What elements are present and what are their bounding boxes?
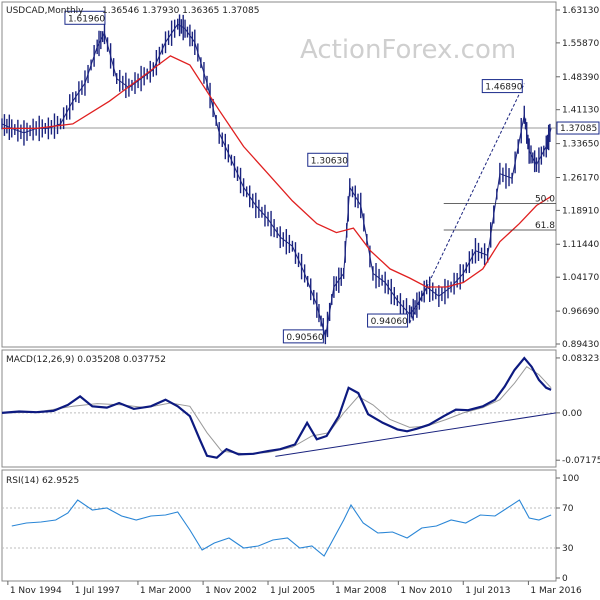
rsi-line — [11, 499, 552, 557]
moving-average-line — [2, 55, 552, 288]
fib-level-label: 61.8 — [535, 221, 555, 231]
price-ytick-label: 1.48390 — [562, 73, 599, 83]
price-series-line — [1, 23, 552, 338]
price-annotation-label: 0.90560 — [286, 333, 323, 343]
price-annotation-box — [307, 152, 349, 167]
xtick-label: 1 Mar 2000 — [140, 586, 192, 596]
price-ytick-label: 0.96690 — [562, 307, 599, 317]
rsi-title: RSI(14) 62.9525 — [6, 476, 79, 486]
price-ytick-label: 1.63130 — [562, 6, 599, 16]
xtick-label: 1 Jul 2013 — [465, 586, 510, 596]
price-annotation-label: 1.46890 — [485, 83, 522, 93]
price-ytick-label: 1.11440 — [562, 240, 599, 250]
price-ytick-label: 1.33650 — [562, 140, 599, 150]
rsi-ytick-label: 30 — [562, 544, 574, 554]
xtick-label: 1 Jul 2005 — [270, 586, 315, 596]
xtick-label: 1 Nov 1994 — [10, 586, 62, 596]
price-annotation-box — [367, 313, 409, 328]
price-annotation-box — [481, 79, 523, 94]
macd-ytick-label: 0.083235 — [562, 354, 600, 364]
macd-panel-frame — [1, 349, 557, 468]
xtick-label: 1 Jul 1997 — [75, 586, 120, 596]
price-annotation-box — [64, 10, 106, 25]
symbol-timeframe: USDCAD,Monthly — [6, 6, 84, 16]
price-ytick-label: 1.26170 — [562, 173, 599, 183]
price-ytick-label: 1.18910 — [562, 206, 599, 216]
rsi-panel-frame — [1, 469, 557, 582]
current-price-box — [556, 121, 600, 135]
rsi-ytick-label: 70 — [562, 504, 574, 514]
macd-ytick-label: -0.071752 — [562, 456, 600, 466]
fib-level-label: 50.0 — [535, 195, 555, 205]
xtick-label: 1 Mar 2016 — [530, 586, 582, 596]
xtick-label: 1 Mar 2008 — [335, 586, 387, 596]
price-ytick-label: 1.04170 — [562, 273, 599, 283]
price-ytick-label: 1.55870 — [562, 39, 599, 49]
watermark: ActionForex.com — [300, 35, 516, 65]
rsi-ytick-label: 100 — [562, 474, 579, 484]
xtick-label: 1 Nov 2010 — [400, 586, 452, 596]
price-annotation-label: 1.61960 — [68, 14, 105, 24]
price-panel-frame — [1, 1, 557, 348]
price-annotation-label: 0.94060 — [371, 317, 408, 327]
macd-ytick-label: 0.00 — [562, 409, 582, 419]
xtick-label: 1 Nov 2002 — [205, 586, 257, 596]
macd-trendline — [275, 412, 557, 457]
price-annotation-box — [282, 329, 324, 344]
ohlc-readout: 1.36546 1.37930 1.36365 1.37085 — [102, 6, 259, 16]
price-trendline — [409, 83, 525, 324]
price-ytick-label: 0.89430 — [562, 340, 599, 350]
current-price-label: 1.37085 — [560, 124, 597, 134]
rsi-ytick-label: 0 — [562, 574, 568, 584]
macd-title: MACD(12,26,9) 0.035208 0.037752 — [6, 355, 166, 365]
macd-line — [1, 356, 552, 459]
price-ytick-label: 1.41130 — [562, 106, 599, 116]
price-annotation-label: 1.30630 — [311, 156, 348, 166]
